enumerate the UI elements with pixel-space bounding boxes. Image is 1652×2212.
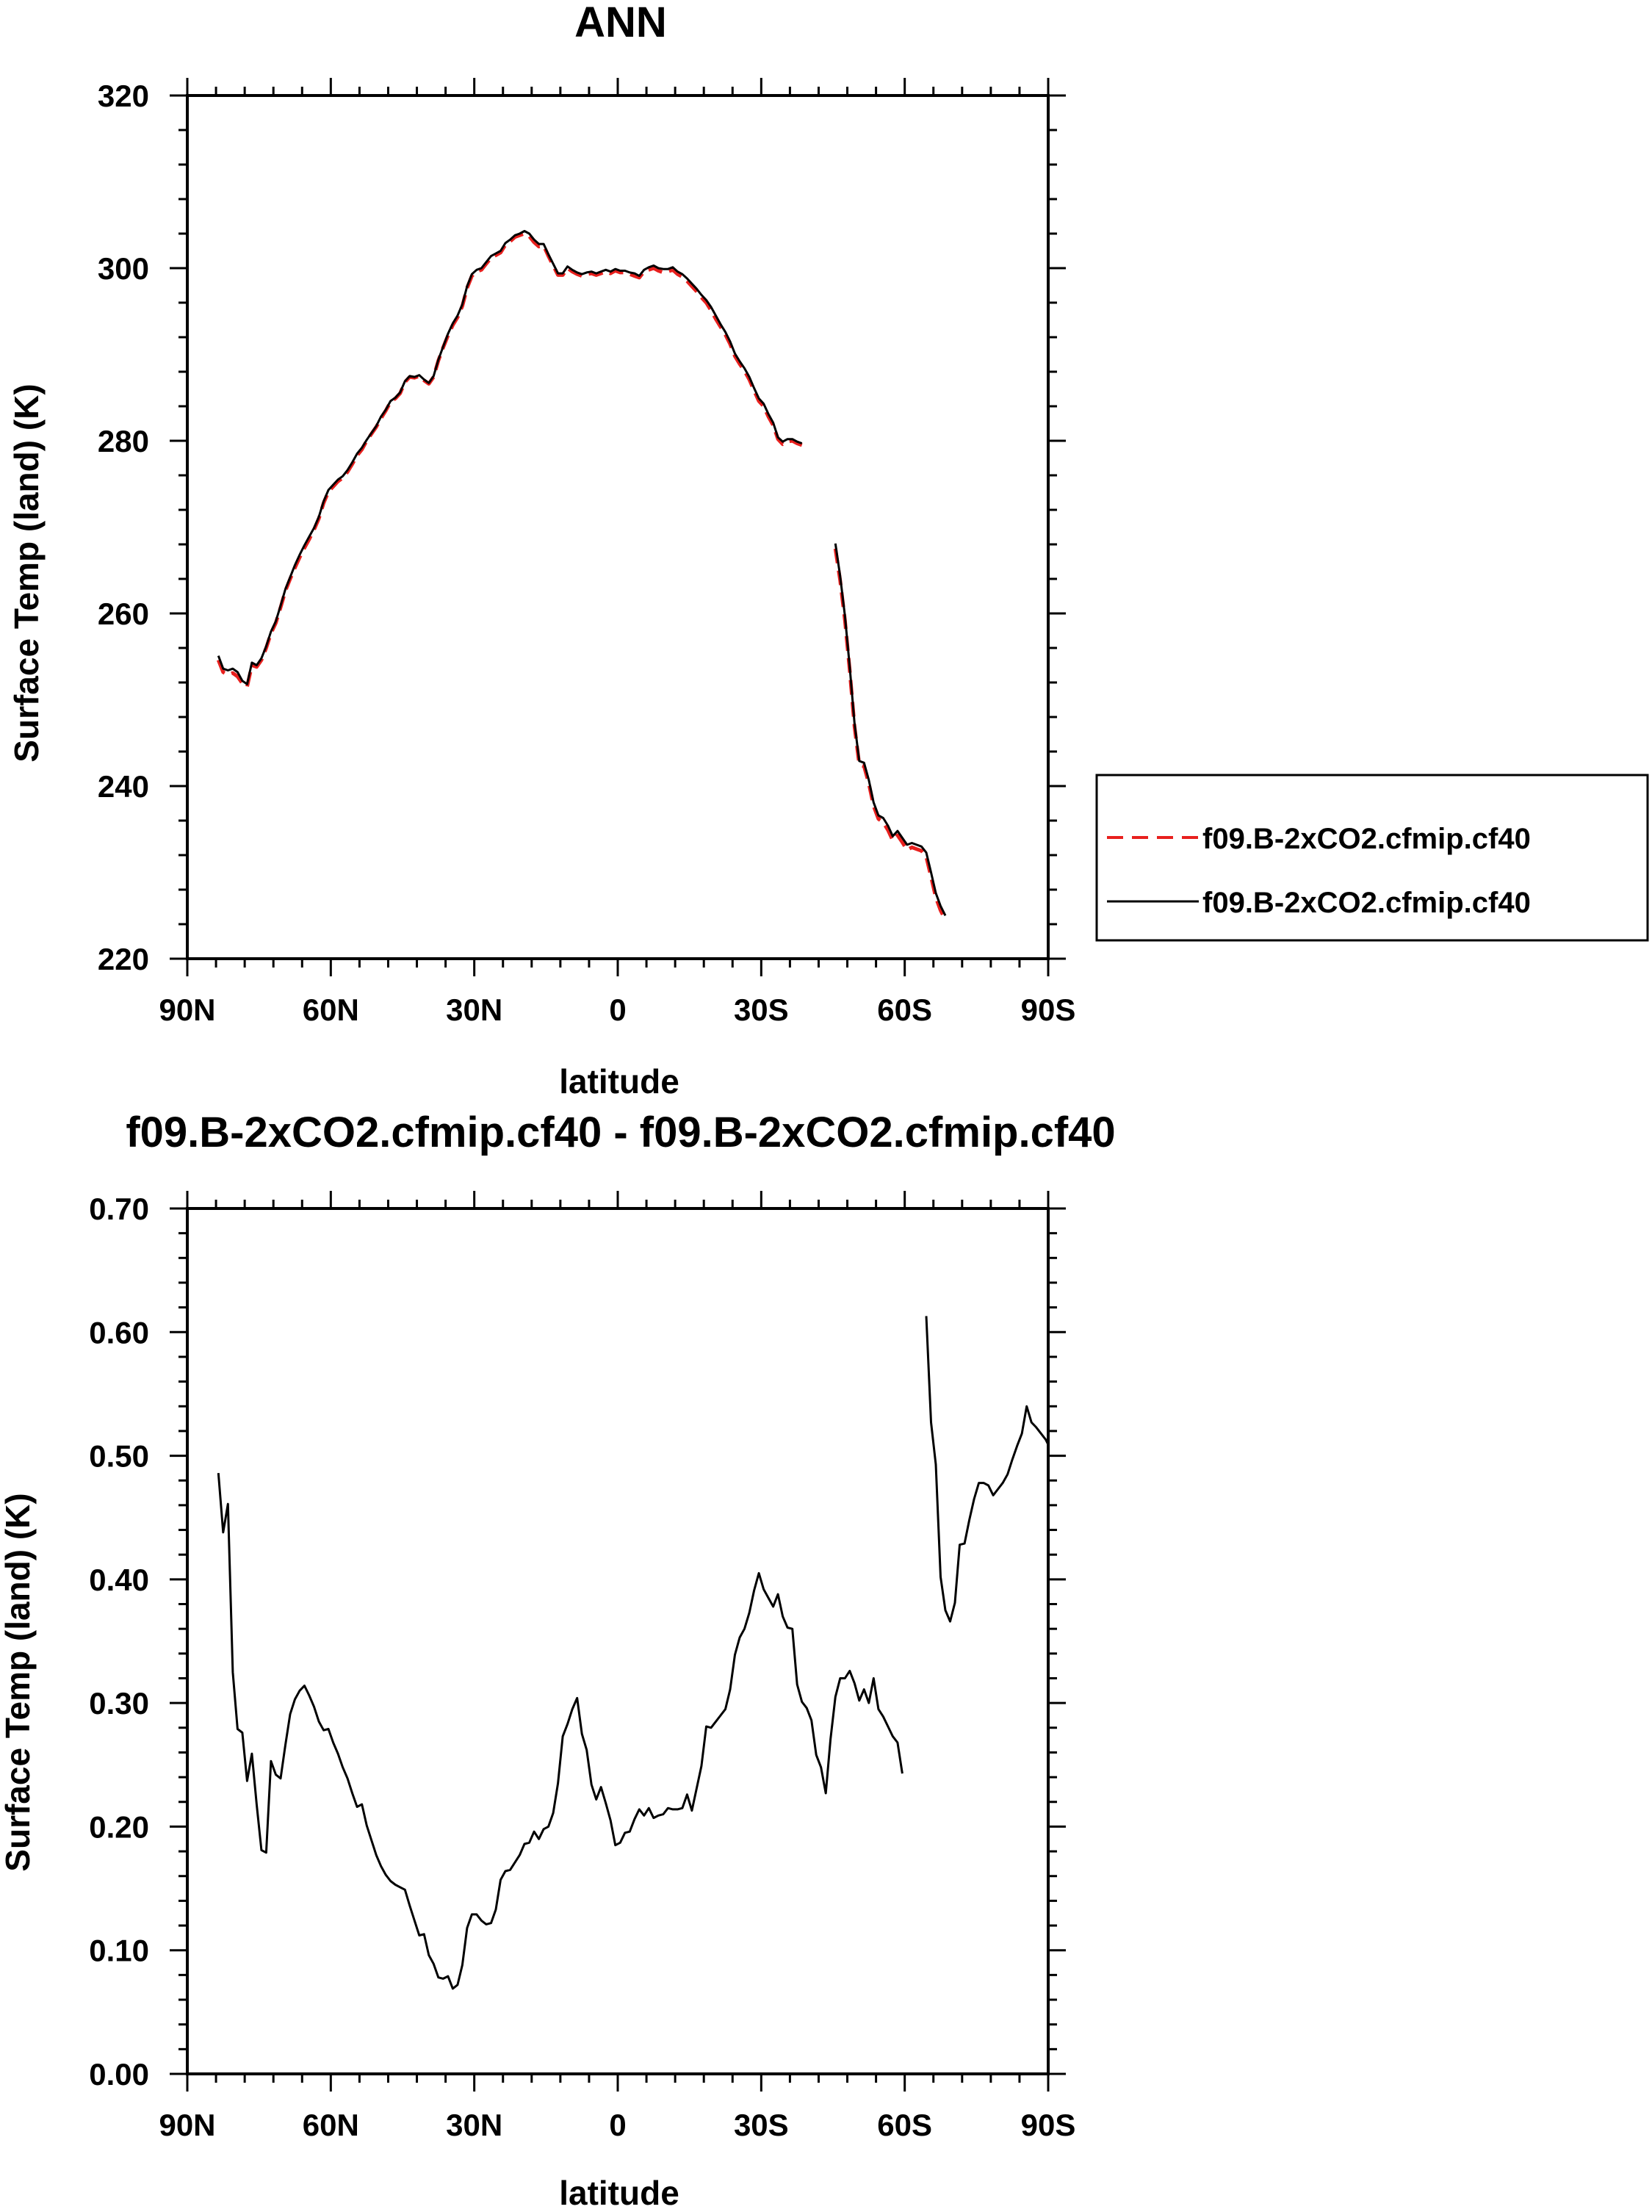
top-y-axis-label: Surface Temp (land) (K) (7, 383, 46, 762)
top-series-line-2 (834, 543, 947, 916)
bottom-y-tick-label: 0.50 (89, 1439, 149, 1474)
top-x-tick-label: 60N (303, 992, 359, 1027)
top-chart-title: ANN (574, 0, 667, 46)
bottom-y-tick-label: 0.10 (89, 1934, 149, 1968)
bottom-x-tick-label: 60N (303, 2108, 359, 2142)
legend-label-series-1: f09.B-2xCO2.cfmip.cf40 (1202, 823, 1531, 855)
bottom-x-tick-label: 30S (734, 2108, 789, 2142)
bottom-chart-title: f09.B-2xCO2.cfmip.cf40 - f09.B-2xCO2.cfm… (126, 1109, 1115, 1156)
top-axis-ticks: 90N 60N 30N 0 30S 60S 90S 220 240 260 280 300 320 (98, 78, 1075, 1027)
top-x-tick-label: 30S (734, 992, 789, 1027)
bottom-y-tick-label: 0.00 (89, 2057, 149, 2092)
bottom-x-axis-label: latitude (559, 2174, 679, 2212)
bottom-y-tick-label: 0.60 (89, 1315, 149, 1350)
bottom-y-tick-label: 0.20 (89, 1809, 149, 1844)
bottom-axis-ticks: 90N 60N 30N 0 30S 60S 90S 0.00 0.10 0.20 0.30 0.40 0… (89, 1191, 1075, 2142)
bottom-y-axis-label: Surface Temp (land) (K) (0, 1493, 37, 1871)
bottom-x-tick-label: 90S (1021, 2108, 1076, 2142)
top-y-tick-label: 260 (98, 597, 149, 631)
top-y-tick-label: 300 (98, 251, 149, 286)
bottom-y-tick-label: 0.30 (89, 1686, 149, 1721)
bottom-panel: f09.B-2xCO2.cfmip.cf40 - f09.B-2xCO2.cfm… (0, 1109, 1116, 2212)
top-y-tick-label: 320 (98, 79, 149, 113)
legend-box (1095, 774, 1649, 942)
top-x-tick-label: 90N (159, 992, 215, 1027)
top-panel: ANN 90N 60N 30N 0 30S 60S 90S 220 240 260 280 300 32… (7, 0, 1075, 1100)
legend: f09.B-2xCO2.cfmip.cf40 f09.B-2xCO2.cfmip… (1095, 774, 1649, 942)
bottom-x-tick-label: 90N (159, 2108, 215, 2142)
top-y-tick-label: 220 (98, 942, 149, 976)
top-y-tick-label: 280 (98, 424, 149, 458)
top-x-tick-label: 60S (877, 992, 932, 1027)
top-x-tick-label: 0 (609, 992, 626, 1027)
top-x-axis-label: latitude (559, 1062, 679, 1100)
bottom-x-tick-label: 0 (609, 2108, 626, 2142)
bottom-series-line-1 (217, 1472, 903, 1990)
top-x-tick-label: 30N (446, 992, 502, 1027)
top-series-line-1 (216, 231, 803, 689)
bottom-plot-frame (186, 1207, 1050, 2075)
bottom-y-tick-label: 0.40 (89, 1563, 149, 1597)
bottom-x-tick-label: 30N (446, 2108, 502, 2142)
bottom-series-lines (217, 1316, 1048, 1990)
bottom-series-line-1 (925, 1316, 1048, 1623)
top-series-lines (216, 230, 948, 921)
top-x-tick-label: 90S (1021, 992, 1076, 1027)
top-y-tick-label: 240 (98, 769, 149, 804)
bottom-y-tick-label: 0.70 (89, 1192, 149, 1226)
legend-label-series-2: f09.B-2xCO2.cfmip.cf40 (1202, 887, 1531, 919)
top-series-line-2 (217, 230, 803, 685)
bottom-plot-border (186, 1207, 1050, 2075)
bottom-x-tick-label: 60S (877, 2108, 932, 2142)
